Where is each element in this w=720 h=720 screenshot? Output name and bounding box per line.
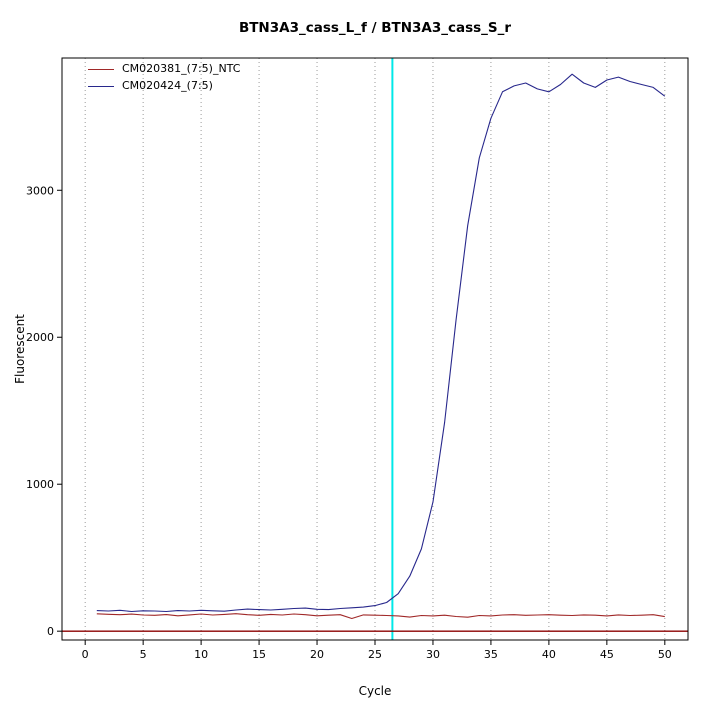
legend-line-swatch-sample [88,85,114,87]
chart-legend: CM020381_(7:5)_NTC CM020424_(7:5) [88,62,240,93]
x-tick-label: 10 [194,648,208,661]
legend-item-ntc: CM020381_(7:5)_NTC [88,62,240,76]
x-tick-label: 15 [252,648,266,661]
legend-label-sample: CM020424_(7:5) [122,79,213,92]
x-tick-label: 35 [484,648,498,661]
y-axis-label: Fluorescent [13,314,27,384]
x-tick-label: 40 [542,648,556,661]
series-line-1 [96,73,666,613]
x-tick-label: 25 [368,648,382,661]
y-tick-label: 0 [47,625,54,638]
plot-border [61,57,689,641]
x-tick-label: 20 [310,648,324,661]
legend-item-sample: CM020424_(7:5) [88,79,240,93]
y-tick-label: 2000 [26,331,54,344]
legend-line-swatch-ntc [88,68,114,70]
x-axis-label: Cycle [358,684,392,698]
x-tick-label: 0 [82,648,89,661]
x-tick-label: 5 [140,648,147,661]
x-tick-label: 50 [658,648,672,661]
legend-label-ntc: CM020381_(7:5)_NTC [122,62,241,75]
y-tick-label: 1000 [26,478,54,491]
y-tick-label: 3000 [26,184,54,197]
chart-title: BTN3A3_cass_L_f / BTN3A3_cass_S_r [238,20,512,36]
series-line-0 [96,613,665,620]
x-tick-label: 30 [426,648,440,661]
x-tick-label: 45 [600,648,614,661]
